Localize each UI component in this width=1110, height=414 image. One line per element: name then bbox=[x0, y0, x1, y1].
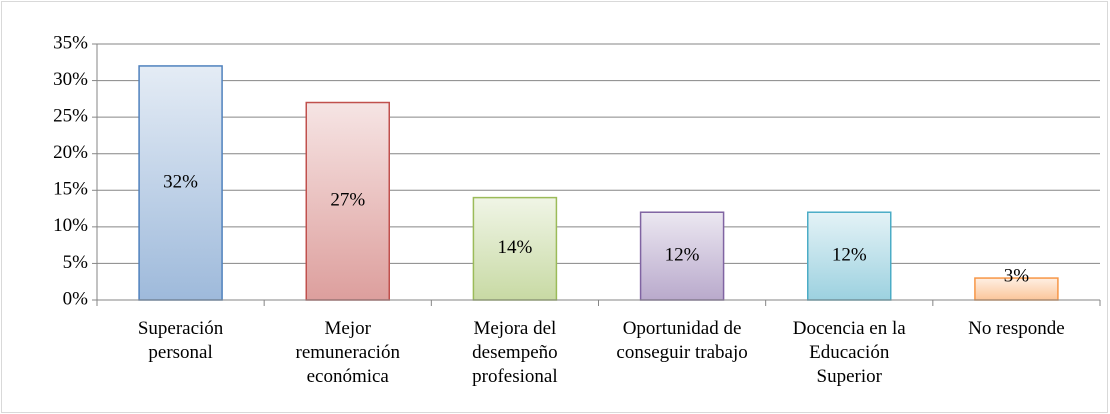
y-tick-label: 30% bbox=[53, 69, 88, 90]
x-tick-label: Docencia en la Educación Superior bbox=[792, 318, 906, 387]
x-tick-label: Mejor remuneración económica bbox=[295, 318, 400, 387]
bar bbox=[807, 211, 892, 301]
y-tick-label: 25% bbox=[53, 106, 88, 127]
y-tick-label: 10% bbox=[53, 215, 88, 236]
data-label: 3% bbox=[1004, 265, 1030, 286]
data-label: 32% bbox=[163, 171, 198, 192]
x-tick-label: Superación personal bbox=[137, 318, 224, 363]
y-tick-label: 15% bbox=[53, 179, 88, 200]
y-tick-label: 35% bbox=[53, 32, 88, 53]
data-label: 14% bbox=[498, 237, 533, 258]
bar bbox=[472, 196, 558, 301]
bar bbox=[138, 65, 223, 301]
bar bbox=[639, 211, 725, 301]
y-tick-label: 0% bbox=[63, 288, 89, 309]
x-tick-label: Mejora del desempeño profesional bbox=[472, 318, 558, 387]
data-label: 27% bbox=[330, 190, 365, 211]
bar bbox=[305, 101, 390, 301]
y-tick-label: 20% bbox=[53, 142, 88, 163]
x-tick-label: Oportunidad de conseguir trabajo bbox=[616, 318, 748, 363]
y-tick-label: 5% bbox=[63, 252, 89, 273]
data-label: 12% bbox=[832, 244, 867, 265]
data-label: 12% bbox=[665, 244, 700, 265]
x-tick-label: No responde bbox=[968, 318, 1065, 339]
